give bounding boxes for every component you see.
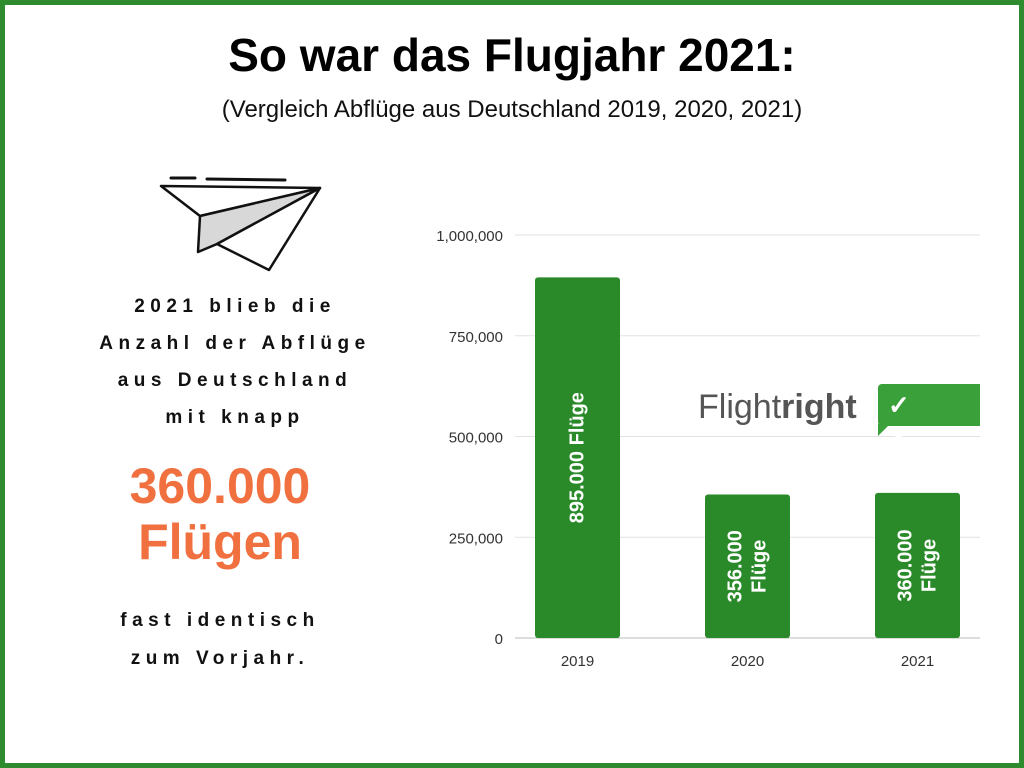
y-tick-label: 0 [495, 631, 503, 648]
bar-data-label: 360.000 [895, 529, 917, 601]
tail-line: fast identisch [120, 610, 320, 631]
logo-badge [878, 384, 980, 426]
logo-wordmark: Flightright [698, 388, 857, 426]
y-tick-label: 500,000 [449, 430, 503, 447]
highlight-figure: 360.000 Flügen [70, 458, 370, 570]
bar-data-label: Flüge [919, 539, 941, 592]
y-tick-label: 1,000,000 [436, 228, 503, 245]
x-tick-label: 2021 [901, 653, 934, 670]
y-tick-label: 250,000 [449, 530, 503, 547]
lead-line: 2021 blieb die [134, 296, 336, 317]
bar [535, 277, 620, 638]
bar-data-label: Flüge [749, 540, 771, 593]
bar [705, 494, 790, 638]
logo-badge-tail [878, 424, 890, 436]
bar [875, 492, 960, 638]
highlight-number: 360.000 [129, 458, 311, 514]
highlight-word: Flügen [138, 514, 302, 570]
lead-line: Anzahl der Abflüge [99, 333, 371, 354]
y-tick-label: 750,000 [449, 329, 503, 346]
tail-text: fast identisch zum Vorjahr. [70, 602, 370, 678]
bar-data-label: 895.000 Flüge [567, 392, 589, 523]
lead-text: 2021 blieb die Anzahl der Abflüge aus De… [70, 288, 400, 436]
x-tick-label: 2020 [731, 653, 764, 670]
bar-data-label: 356.000 [725, 530, 747, 602]
x-tick-label: 2019 [561, 653, 594, 670]
paper-plane-icon [159, 176, 322, 272]
tail-line: zum Vorjahr. [130, 648, 310, 669]
lead-line: mit knapp [165, 407, 305, 428]
page-title: So war das Flugjahr 2021: [228, 29, 796, 81]
lead-line: aus Deutschland [117, 370, 353, 391]
page-subtitle: (Vergleich Abflüge aus Deutschland 2019,… [221, 96, 803, 123]
check-cross-check-icon: ✓ ✕ ✓ [888, 390, 916, 482]
